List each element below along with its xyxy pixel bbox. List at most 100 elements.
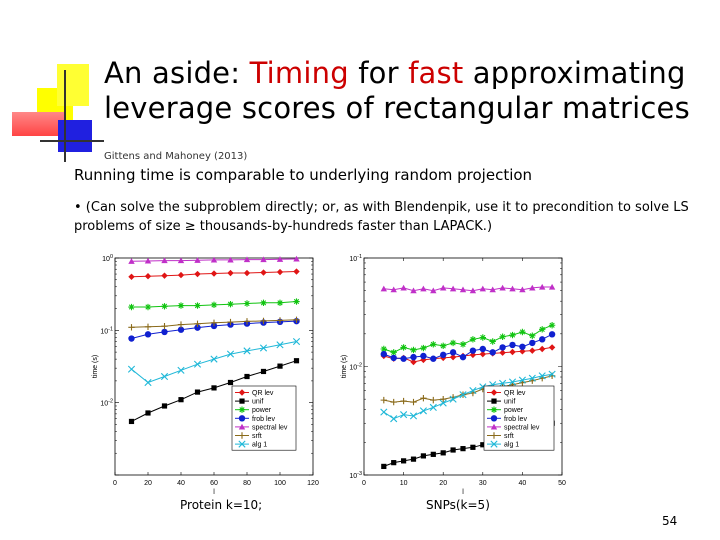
data-point (391, 460, 397, 466)
legend-marker (490, 389, 498, 396)
data-point (509, 348, 516, 356)
data-point (489, 286, 496, 293)
data-point (429, 403, 437, 411)
data-point (479, 350, 486, 358)
data-point (226, 350, 235, 358)
data-point (539, 326, 546, 333)
deco-vertical-line (64, 70, 66, 162)
x-tick-label: 30 (479, 480, 487, 487)
data-point (128, 335, 135, 342)
data-point (529, 332, 536, 339)
chart-snps: 0 10 20 30 40 50 10-1 10-2 10-3 time (s) l QR lev un… (341, 254, 566, 496)
data-point (161, 257, 168, 264)
legend-label: srft (504, 433, 514, 440)
data-point (210, 270, 218, 277)
data-point (276, 341, 284, 349)
data-point (538, 372, 546, 380)
data-point (449, 285, 457, 292)
data-point (194, 389, 201, 395)
data-point (293, 268, 300, 275)
data-point (410, 358, 417, 366)
series-power (128, 298, 300, 311)
data-point (227, 256, 234, 263)
data-point (499, 333, 506, 340)
data-point (518, 376, 526, 384)
data-point (449, 339, 457, 347)
title-line2: leverage scores of rectangular matrices (104, 91, 690, 125)
data-point (194, 324, 201, 331)
data-point (178, 397, 184, 403)
data-point (548, 322, 556, 329)
x-tick-label: 20 (144, 480, 152, 487)
legend-label: srft (252, 433, 262, 440)
x-tick-label: 10 (400, 480, 408, 487)
legend-label: spectral lev (504, 424, 540, 431)
data-point (479, 285, 486, 292)
data-point (211, 385, 217, 391)
series-alg-1 (380, 370, 556, 423)
data-point (410, 346, 417, 354)
data-point (260, 269, 267, 276)
legend-label: alg 1 (252, 442, 267, 449)
data-point (127, 365, 136, 373)
data-point (430, 341, 437, 348)
data-point (420, 344, 427, 352)
legend-label: frob lev (504, 416, 527, 423)
data-point (509, 285, 516, 292)
data-point (449, 395, 457, 403)
data-point (381, 463, 387, 470)
legend-marker (490, 440, 498, 448)
data-point (439, 399, 447, 407)
series-spectral-lev (128, 255, 300, 264)
legend-marker (490, 415, 498, 422)
y-tick-label: 10-2 (100, 399, 113, 408)
data-point (128, 258, 135, 264)
data-point (548, 370, 556, 378)
y-axis-label: time (s) (341, 355, 348, 378)
data-point (276, 299, 284, 307)
data-point (144, 303, 152, 311)
data-point (145, 410, 151, 416)
title-part3: approximating (463, 56, 686, 90)
data-point (479, 345, 486, 353)
series-QR-lev (128, 268, 300, 280)
data-point (469, 386, 477, 395)
legend-marker (238, 389, 246, 396)
y-tick-label: 10-3 (349, 471, 362, 480)
data-point (499, 344, 506, 351)
data-point (548, 331, 556, 338)
data-point (499, 284, 506, 291)
data-point (489, 338, 496, 345)
data-point (440, 395, 447, 403)
data-point (144, 323, 152, 330)
data-point (410, 353, 417, 361)
data-point (210, 301, 218, 309)
data-point (400, 344, 407, 351)
data-point (430, 396, 437, 404)
legend-marker (490, 406, 498, 413)
data-point (276, 317, 284, 324)
data-point (469, 336, 477, 343)
data-point (260, 317, 267, 325)
data-point (260, 256, 267, 263)
data-point (449, 349, 457, 356)
deco-yellow-block-lower (57, 64, 89, 106)
data-point (460, 446, 466, 452)
data-point (161, 303, 168, 310)
data-point (128, 303, 135, 311)
data-point (400, 397, 407, 405)
data-point (459, 353, 467, 361)
data-point (419, 407, 427, 415)
data-point (430, 451, 436, 457)
data-point (409, 412, 418, 420)
series-frob-lev (380, 331, 556, 362)
data-point (161, 323, 168, 330)
legend-label: alg 1 (504, 442, 519, 449)
legend-label: frob lev (252, 416, 275, 423)
data-point (194, 302, 201, 309)
data-point (128, 324, 135, 331)
data-point (499, 349, 506, 356)
bullet-text: • (Can solve the subproblem directly; or… (74, 200, 689, 234)
data-point (519, 343, 526, 350)
data-point (529, 284, 536, 291)
